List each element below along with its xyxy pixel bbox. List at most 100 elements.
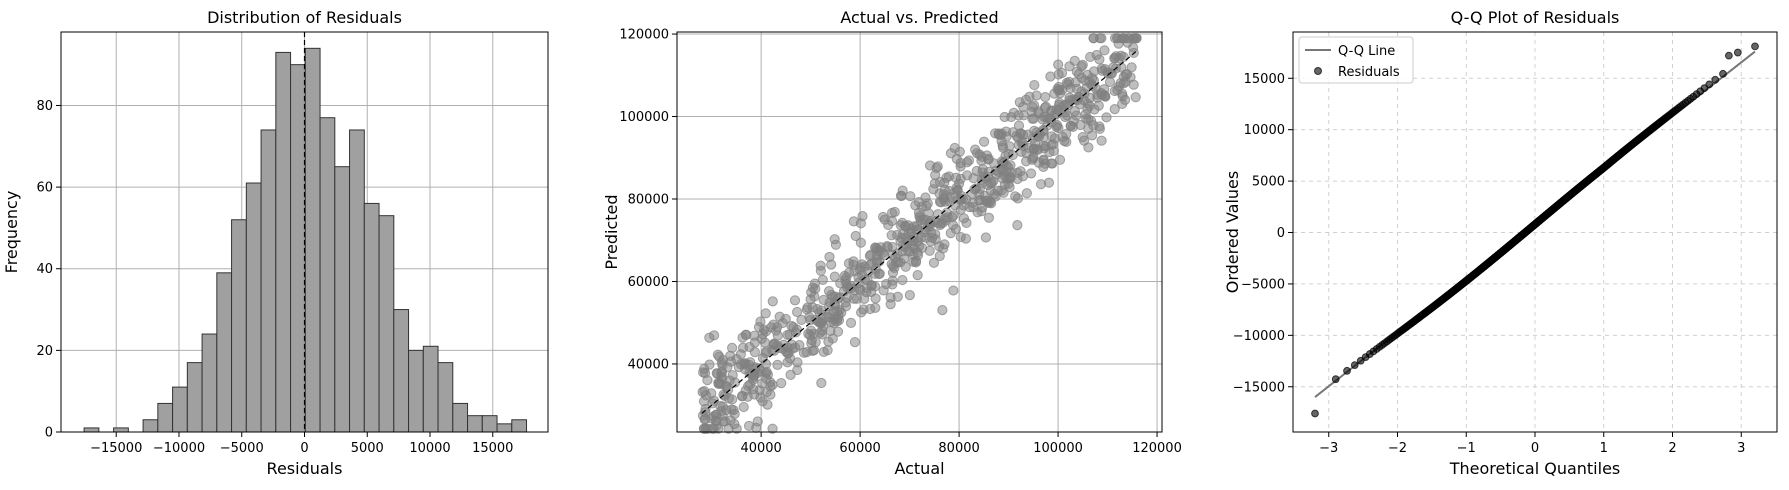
y-tick-label: 60000 <box>628 275 669 290</box>
histogram-bar <box>334 166 351 433</box>
x-tick-label: −15000 <box>90 441 142 456</box>
scatter-point <box>1054 154 1066 165</box>
x-tick-label: 0 <box>1531 441 1539 456</box>
scatter-point <box>887 267 899 278</box>
scatter-point <box>897 274 908 286</box>
scatter-point <box>1038 132 1049 143</box>
scatter-point <box>744 359 755 371</box>
scatter-point <box>850 230 861 242</box>
scatter-point <box>980 195 991 206</box>
histogram-bar <box>378 215 395 433</box>
scatter-point <box>717 410 728 421</box>
scatter-point <box>1130 92 1141 103</box>
scatter-point <box>1043 177 1055 188</box>
histogram-bar <box>349 129 365 433</box>
scatter-point <box>1001 173 1012 184</box>
histogram-bar <box>422 345 439 433</box>
scatter-point <box>879 214 890 225</box>
x-tick-label: 1 <box>1600 441 1608 456</box>
histogram-bar <box>157 402 174 433</box>
scatter-point <box>818 294 829 306</box>
scatter-point <box>818 346 829 358</box>
scatter-point <box>782 329 793 341</box>
y-tick-label: 0 <box>45 426 53 441</box>
scatter-point <box>895 257 906 268</box>
scatter-point <box>1115 77 1126 89</box>
legend: Q-Q Line Residuals <box>1298 36 1414 84</box>
scatter-point <box>1056 102 1067 113</box>
scatter-point <box>1076 72 1087 84</box>
y-tick-label: 40000 <box>628 357 669 372</box>
scatter-point <box>882 242 893 253</box>
y-axis-label: Frequency <box>2 191 21 274</box>
scatter-point <box>815 265 826 276</box>
scatter-point <box>1065 120 1076 131</box>
scatter-point <box>878 285 889 296</box>
scatter-point <box>721 381 732 393</box>
histogram-bar <box>496 423 513 433</box>
chart-title: Distribution of Residuals <box>207 8 402 27</box>
scatter-point <box>1126 62 1137 73</box>
scatter-point <box>983 212 995 223</box>
scatter-point <box>760 347 771 359</box>
scatter-point <box>925 236 936 247</box>
histogram-bar <box>319 117 336 433</box>
scatter-point <box>1028 100 1040 111</box>
x-tick-label: 15000 <box>472 441 513 456</box>
x-tick-label: 120000 <box>1132 441 1182 456</box>
scatter-point <box>1045 71 1056 82</box>
scatter-point <box>985 185 997 196</box>
scatter-point <box>950 172 962 183</box>
scatter-point <box>698 367 709 378</box>
scatter-point <box>908 249 919 260</box>
legend-label-qq-line: Q-Q Line <box>1338 44 1395 59</box>
scatter-point <box>785 353 796 364</box>
scatter-point <box>749 389 760 400</box>
scatter-point <box>823 285 835 297</box>
histogram-bar <box>393 309 410 433</box>
qq-points <box>1311 42 1759 418</box>
scatter-points <box>697 33 1142 434</box>
scatter-point <box>789 295 801 306</box>
scatter-point <box>1073 92 1084 103</box>
scatter-point <box>765 389 776 400</box>
scatter-point <box>760 308 771 319</box>
scatter-point <box>806 338 817 349</box>
y-tick-label: 80 <box>36 99 53 114</box>
scatter-point <box>871 257 883 268</box>
scatter-point <box>792 306 803 318</box>
scatter-point <box>697 386 708 398</box>
scatter-point <box>949 200 961 211</box>
histogram-bar <box>186 362 203 433</box>
scatter-point <box>1051 120 1063 131</box>
scatter-point <box>1104 76 1116 88</box>
legend-label-residuals: Residuals <box>1338 65 1400 80</box>
histogram-bar <box>452 402 469 433</box>
qq-point <box>1343 366 1351 375</box>
grid <box>1293 32 1777 432</box>
qq-point <box>1350 361 1359 370</box>
qq-point <box>1705 80 1714 89</box>
scatter-point <box>948 285 959 296</box>
scatter-point <box>914 211 925 222</box>
scatter-point <box>802 302 813 313</box>
scatter-point <box>1099 45 1110 56</box>
x-tick-label: −5000 <box>220 441 264 456</box>
scatter-point <box>1088 33 1099 44</box>
scatter-point <box>749 347 760 358</box>
histogram-bar <box>481 415 498 433</box>
scatter-point <box>1045 113 1056 125</box>
scatter-point <box>791 324 802 335</box>
x-tick-label: 5000 <box>351 441 384 456</box>
chart-title: Actual vs. Predicted <box>840 8 998 27</box>
scatter-point <box>829 271 840 282</box>
qq-point <box>1724 51 1733 60</box>
scatter-point <box>834 292 845 303</box>
scatter-point <box>1125 72 1136 83</box>
scatter-point <box>1094 54 1105 65</box>
legend-marker-swatch <box>1314 67 1322 75</box>
y-tick-label: 0 <box>1277 226 1285 241</box>
chart-title: Q-Q Plot of Residuals <box>1451 8 1620 27</box>
scatter-point <box>1071 83 1082 94</box>
scatter-point <box>934 219 946 231</box>
